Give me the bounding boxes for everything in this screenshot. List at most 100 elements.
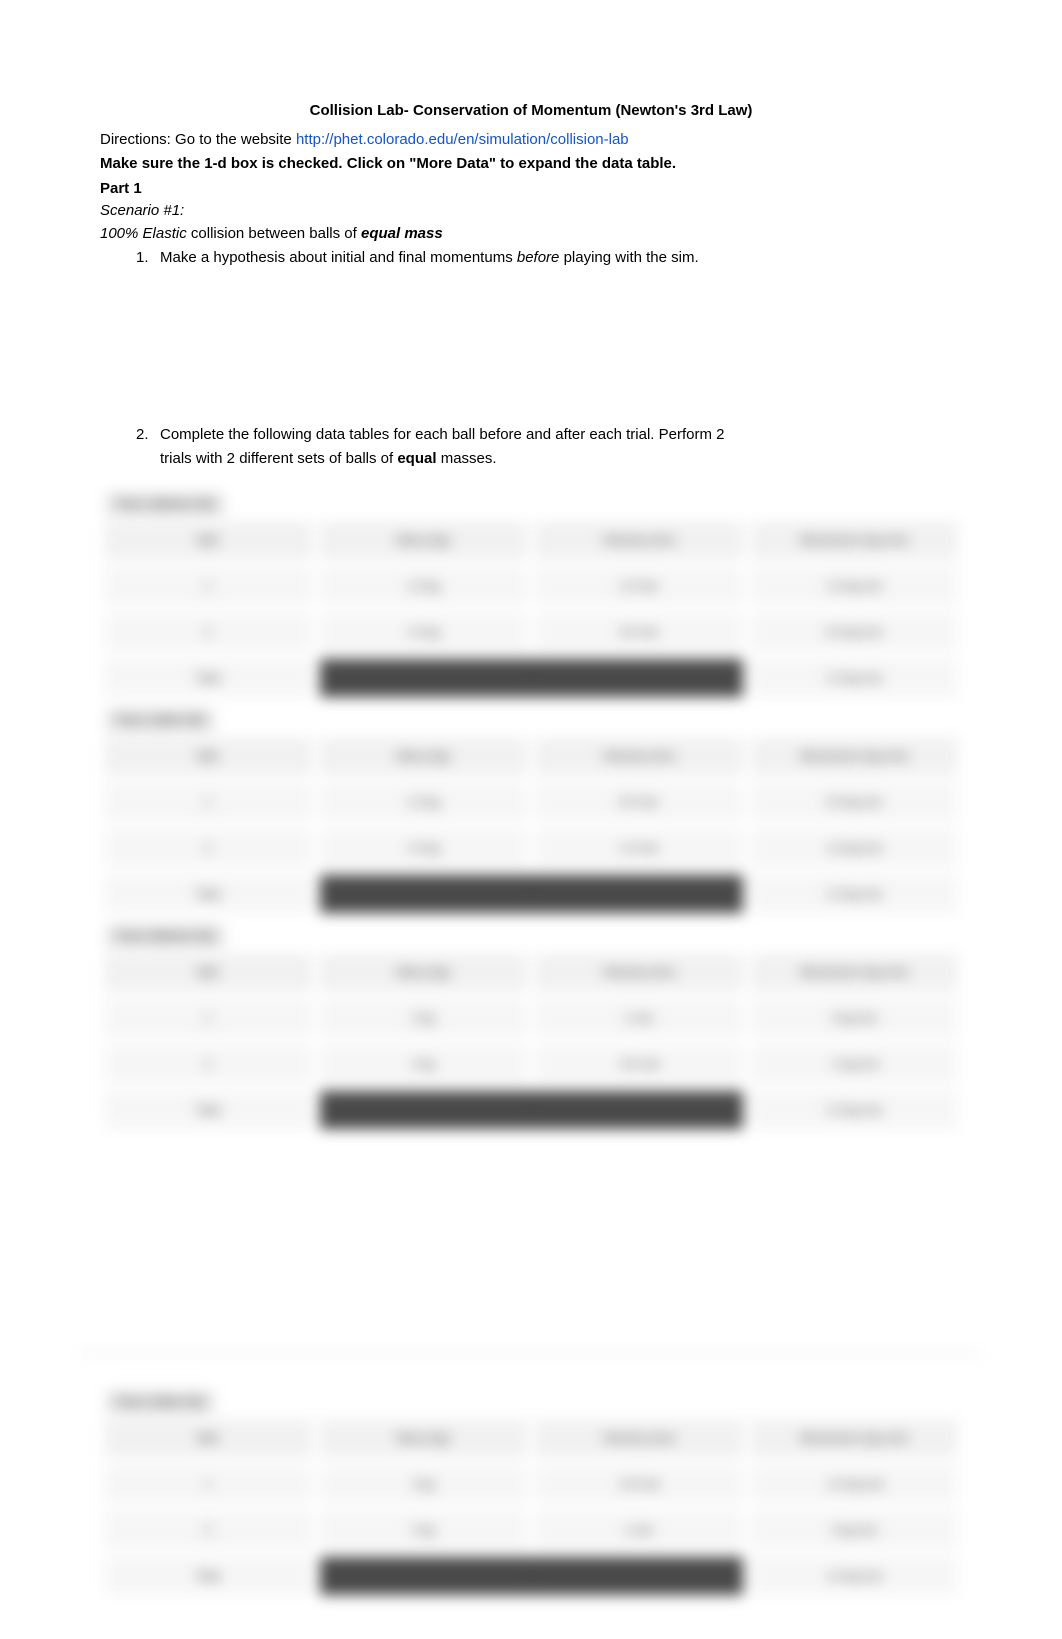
- cell: -0.5 m/s: [531, 1041, 747, 1087]
- list-item-2: 2.Complete the following data tables for…: [160, 424, 962, 447]
- table1-label: Trial 1 (Before Hit): [106, 493, 224, 515]
- instruction-bold: Make sure the 1-d box is checked. Click …: [100, 153, 962, 176]
- list-item-2-line2: trials with 2 different sets of balls of…: [160, 448, 962, 471]
- cell: 1 m/s: [531, 995, 747, 1041]
- table-row: Ball Mass (kg) Velocity (m/s) Momentum (…: [100, 733, 962, 779]
- table3-label: Trial 2 (Before Hit): [106, 925, 224, 947]
- table-trial2-after: Ball Mass (kg) Velocity (m/s) Momentum (…: [100, 1415, 962, 1599]
- table-row: 2 1.0 kg 0.0 m/s 0.0 kg·m/s: [100, 609, 962, 655]
- cell: 1.0 kg·m/s: [747, 871, 963, 917]
- table-row: 1 2 kg 1 m/s 2 kg·m/s: [100, 995, 962, 1041]
- table-row: Ball Mass (kg) Velocity (m/s) Momentum (…: [100, 517, 962, 563]
- cell: 1.0 m/s: [531, 563, 747, 609]
- cell-dark: —: [316, 1553, 747, 1599]
- scenario-label: Scenario #1:: [100, 200, 962, 223]
- cell: 0.0 m/s: [531, 779, 747, 825]
- cell-dark: —: [316, 871, 747, 917]
- cell: -1.0 kg·m/s: [747, 1461, 963, 1507]
- cell: 1.0 kg: [316, 563, 532, 609]
- col-velocity: Velocity (m/s): [531, 733, 747, 779]
- cell: 2 kg: [316, 1507, 532, 1553]
- cell: 2 kg: [316, 1461, 532, 1507]
- cell: 1: [100, 779, 316, 825]
- table4-label: Trial 2 (After Hit): [106, 1391, 214, 1413]
- table-row: Ball Mass (kg) Velocity (m/s) Momentum (…: [100, 1415, 962, 1461]
- col-mass: Mass (kg): [316, 517, 532, 563]
- phet-link[interactable]: http://phet.colorado.edu/en/simulation/c…: [296, 131, 629, 148]
- page-separator: [80, 1353, 982, 1383]
- cell: 1.0 kg: [316, 779, 532, 825]
- cell: 0.0 kg·m/s: [747, 779, 963, 825]
- cell: 1.0 kg·m/s: [747, 825, 963, 871]
- cell: -1 kg·m/s: [747, 1041, 963, 1087]
- cell: 1: [100, 563, 316, 609]
- item2-text-c: masses.: [437, 450, 497, 467]
- elastic-mid: collision between balls of: [191, 225, 361, 242]
- col-momentum: Momentum (kg·m/s): [747, 517, 963, 563]
- col-velocity: Velocity (m/s): [531, 949, 747, 995]
- cell: 1.0 kg: [316, 609, 532, 655]
- col-momentum: Momentum (kg·m/s): [747, 733, 963, 779]
- table-row: Total — 1.0 kg·m/s: [100, 1087, 962, 1133]
- cell: 1.0 kg·m/s: [747, 655, 963, 701]
- table2-label: Trial 1 (After Hit): [106, 709, 214, 731]
- col-ball: Ball: [100, 1415, 316, 1461]
- cell: 0.0 m/s: [531, 609, 747, 655]
- table-row: 1 1.0 kg 1.0 m/s 1.0 kg·m/s: [100, 563, 962, 609]
- cell: Total: [100, 1553, 316, 1599]
- cell: 2 kg: [316, 1041, 532, 1087]
- directions-line: Directions: Go to the website http://phe…: [100, 129, 962, 152]
- cell: 1.0 kg·m/s: [747, 1087, 963, 1133]
- cell: -0.5 m/s: [531, 1461, 747, 1507]
- table-row: 2 1.0 kg 1.0 m/s 1.0 kg·m/s: [100, 825, 962, 871]
- cell: 2: [100, 609, 316, 655]
- directions-label: Directions: Go to the website: [100, 131, 296, 148]
- col-mass: Mass (kg): [316, 1415, 532, 1461]
- cell: 2: [100, 1041, 316, 1087]
- table-row: Total — 1.0 kg·m/s: [100, 1553, 962, 1599]
- cell: Total: [100, 871, 316, 917]
- item2-number: 2.: [136, 424, 160, 447]
- cell: 2 kg·m/s: [747, 1507, 963, 1553]
- cell: 2: [100, 825, 316, 871]
- elastic-line: 100% Elastic collision between balls of …: [100, 223, 962, 246]
- table-trial1-after: Ball Mass (kg) Velocity (m/s) Momentum (…: [100, 733, 962, 917]
- col-velocity: Velocity (m/s): [531, 517, 747, 563]
- cell: Total: [100, 1087, 316, 1133]
- blurred-tables-region: Trial 1 (Before Hit) Ball Mass (kg) Velo…: [100, 485, 962, 1599]
- table-row: Ball Mass (kg) Velocity (m/s) Momentum (…: [100, 949, 962, 995]
- cell: 2 kg: [316, 995, 532, 1041]
- item2-text-b: trials with 2 different sets of balls of: [160, 450, 397, 467]
- item2-bold: equal: [397, 450, 436, 467]
- table-row: 2 2 kg -0.5 m/s -1 kg·m/s: [100, 1041, 962, 1087]
- col-mass: Mass (kg): [316, 733, 532, 779]
- col-momentum: Momentum (kg·m/s): [747, 949, 963, 995]
- table-row: 1 1.0 kg 0.0 m/s 0.0 kg·m/s: [100, 779, 962, 825]
- table-row: Total — 1.0 kg·m/s: [100, 871, 962, 917]
- cell: Total: [100, 655, 316, 701]
- cell-dark: —: [316, 655, 747, 701]
- cell: 1: [100, 995, 316, 1041]
- item2-text-a: Complete the following data tables for e…: [160, 426, 725, 443]
- table-trial1-before: Ball Mass (kg) Velocity (m/s) Momentum (…: [100, 517, 962, 701]
- cell: 2: [100, 1507, 316, 1553]
- cell: 1.0 kg·m/s: [747, 1553, 963, 1599]
- table-row: 2 2 kg 1 m/s 2 kg·m/s: [100, 1507, 962, 1553]
- cell: 1.0 kg·m/s: [747, 563, 963, 609]
- document-title: Collision Lab- Conservation of Momentum …: [100, 100, 962, 123]
- item1-text-a: Make a hypothesis about initial and fina…: [160, 249, 517, 266]
- elastic-prefix: 100% Elastic: [100, 225, 191, 242]
- cell: 1: [100, 1461, 316, 1507]
- list-item-1: 1.Make a hypothesis about initial and fi…: [160, 247, 962, 270]
- cell-dark: —: [316, 1087, 747, 1133]
- elastic-suffix: equal mass: [361, 225, 443, 242]
- cell: 1.0 kg: [316, 825, 532, 871]
- cell: 1 m/s: [531, 1507, 747, 1553]
- part-label: Part 1: [100, 178, 962, 201]
- answer-space-1: [100, 272, 962, 422]
- table-row: Total — 1.0 kg·m/s: [100, 655, 962, 701]
- item1-em: before: [517, 249, 560, 266]
- col-ball: Ball: [100, 517, 316, 563]
- cell: 0.0 kg·m/s: [747, 609, 963, 655]
- item1-number: 1.: [136, 247, 160, 270]
